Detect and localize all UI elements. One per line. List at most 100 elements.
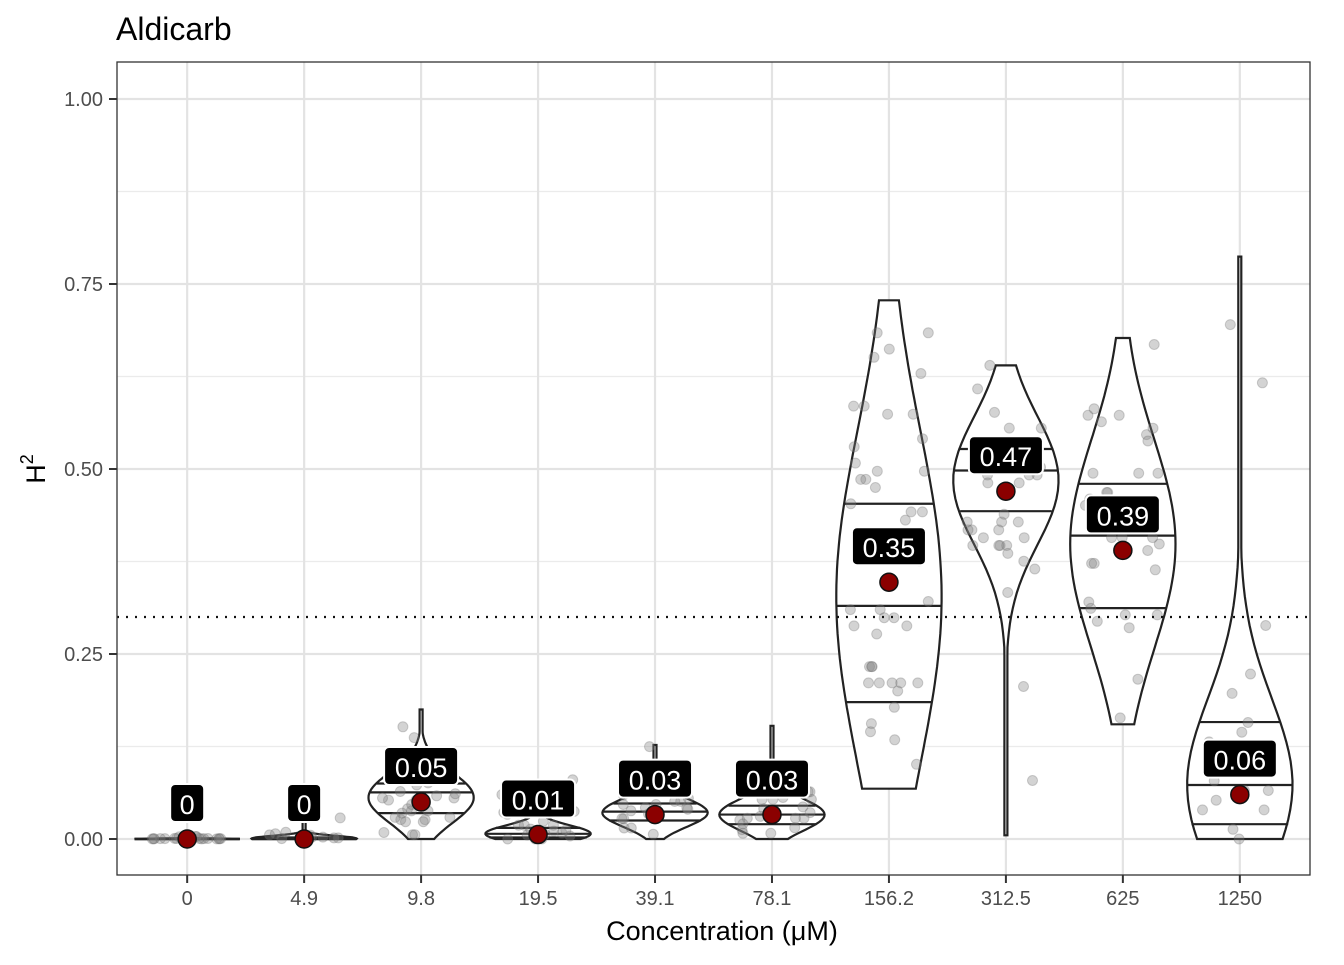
y-axis-title-base: H [21, 464, 51, 484]
jitter-point [146, 833, 158, 845]
jitter-point [1027, 775, 1038, 786]
jitter-point [502, 833, 514, 845]
jitter-point [407, 829, 418, 841]
mean-label-0: 0 [180, 790, 195, 820]
jitter-point [798, 812, 810, 824]
jitter-point [616, 813, 628, 825]
x-tick-label: 4.9 [290, 888, 318, 910]
mean-label-box-9 [1201, 738, 1278, 779]
jitter-point [1226, 687, 1238, 699]
jitter-point [966, 524, 978, 536]
jitter-point [866, 661, 878, 673]
jitter-point [901, 620, 913, 632]
jitter-point [844, 604, 856, 616]
mean-point-9 [1230, 784, 1250, 805]
jitter-point [918, 465, 930, 477]
jitter-point [848, 400, 860, 412]
jitter-point [994, 540, 1006, 551]
jitter-point [741, 812, 753, 824]
jitter-point [912, 677, 924, 689]
jitter-point [868, 351, 880, 363]
jitter-point [264, 829, 275, 841]
jitter-point [977, 532, 989, 544]
jitter-point [1086, 557, 1098, 569]
jitter-point [1152, 467, 1164, 479]
jitter-point [202, 833, 214, 844]
jitter-point [1242, 717, 1254, 728]
mean-point-0 [177, 829, 197, 849]
jitter-point [400, 816, 411, 828]
y-tick-label: 1.00 [64, 89, 103, 111]
jitter-point [394, 786, 406, 797]
jitter-point [1035, 422, 1047, 434]
jitter-point [989, 406, 1000, 418]
jitter-point [625, 822, 637, 834]
jitter-point [408, 732, 420, 744]
mean-label-9: 0.06 [1214, 746, 1267, 776]
jitter-point [911, 758, 922, 770]
jitter-point [213, 833, 225, 845]
jitter-point [863, 677, 874, 689]
jitter-point [564, 830, 576, 842]
y-tick-label: 0.50 [64, 459, 103, 481]
jitter-point [922, 327, 934, 339]
jitter-point [967, 540, 979, 551]
jitter-point [915, 368, 927, 379]
jitter-point [396, 807, 408, 819]
jitter-point [865, 718, 877, 730]
x-tick-label: 625 [1106, 888, 1139, 910]
jitter-point [888, 612, 900, 624]
jitter-point [395, 814, 407, 826]
mean-label-2: 0.05 [395, 753, 448, 783]
mean-label-7: 0.47 [980, 442, 1033, 472]
jitter-point [982, 477, 994, 489]
chart-title: Aldicarb [116, 11, 232, 47]
mean-label-box-1 [286, 783, 323, 823]
jitter-point [1113, 409, 1125, 421]
jitter-point [618, 813, 630, 825]
jitter-point [1114, 712, 1126, 724]
jitter-point [736, 824, 748, 836]
mean-label-box-4 [617, 758, 694, 799]
jitter-point [1236, 726, 1248, 738]
jitter-point [556, 827, 568, 839]
jitter-point [1142, 545, 1154, 556]
x-axis-title: Concentration (μM) [606, 916, 838, 946]
jitter-point [1224, 319, 1236, 331]
jitter-point [874, 604, 886, 616]
jitter-point [864, 661, 875, 673]
jitter-point [1132, 673, 1144, 685]
mean-points [177, 481, 1250, 849]
x-tick-label: 9.8 [407, 888, 435, 910]
jitter-point [148, 833, 160, 845]
jitter-point [269, 828, 281, 840]
x-tick-label: 39.1 [636, 888, 675, 910]
jitter-point [198, 833, 210, 845]
jitter-point [548, 825, 560, 837]
jitter-point [899, 514, 911, 526]
jitter-point [1018, 681, 1029, 692]
jitter-point [647, 828, 659, 840]
jitter-point [848, 441, 860, 453]
jitter-point [916, 506, 928, 518]
mean-point-6 [879, 572, 899, 592]
mean-label-4: 0.03 [629, 766, 682, 796]
jitter-point [865, 726, 876, 738]
jitter-point [1148, 339, 1160, 350]
jitter-point [984, 359, 996, 371]
jitter-point [409, 829, 421, 841]
mean-labels: 0 0 0.05 0.01 0.03 0.03 0.35 0.47 0.39 0.06 [169, 435, 1278, 823]
jitter-point [849, 457, 861, 469]
jitter-point [905, 506, 917, 518]
jitter-point [397, 721, 409, 733]
jitter-point [1133, 467, 1145, 479]
mean-point-4 [645, 804, 665, 825]
jitter-point [866, 661, 878, 673]
mean-point-3 [528, 824, 548, 845]
jitter-point [737, 818, 749, 830]
jitter-point [159, 833, 171, 845]
jitter-point [276, 833, 288, 845]
mean-point-7 [996, 481, 1016, 501]
mean-label-box-3 [500, 778, 577, 819]
jitter-point [998, 508, 1010, 520]
